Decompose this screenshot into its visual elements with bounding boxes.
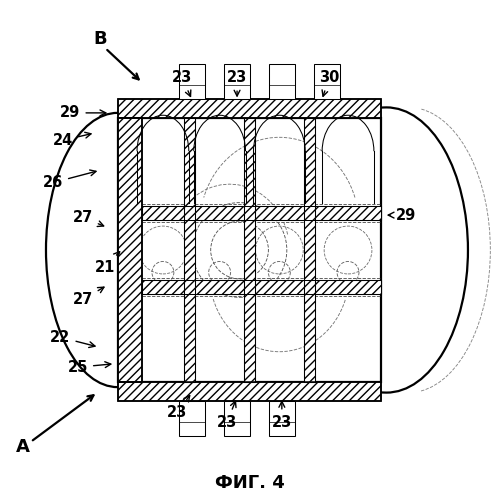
Bar xyxy=(118,382,381,401)
Bar xyxy=(118,99,381,118)
Bar xyxy=(304,118,315,382)
Bar xyxy=(304,118,315,382)
Bar xyxy=(304,118,315,206)
Bar xyxy=(142,280,381,294)
Ellipse shape xyxy=(305,108,468,393)
Bar xyxy=(314,64,339,99)
Bar xyxy=(142,206,381,220)
Bar xyxy=(118,118,381,382)
Bar xyxy=(118,99,381,118)
Bar xyxy=(179,64,205,99)
Bar xyxy=(118,118,142,382)
Text: 29: 29 xyxy=(60,106,106,120)
Bar xyxy=(118,382,381,401)
Bar xyxy=(224,401,250,436)
Bar xyxy=(184,118,195,382)
Bar xyxy=(244,118,255,206)
Text: 25: 25 xyxy=(68,360,111,374)
Bar xyxy=(244,118,255,382)
Text: ФИГ. 4: ФИГ. 4 xyxy=(215,474,284,492)
Text: 24: 24 xyxy=(53,132,91,148)
Ellipse shape xyxy=(46,113,189,387)
Text: 23: 23 xyxy=(272,402,292,429)
Text: 23: 23 xyxy=(227,70,247,96)
Text: B: B xyxy=(93,30,107,48)
Bar xyxy=(118,118,142,382)
Bar xyxy=(269,64,295,99)
Bar xyxy=(184,118,195,206)
Text: 21: 21 xyxy=(95,252,120,275)
Bar xyxy=(179,401,205,436)
Text: 27: 27 xyxy=(73,210,104,226)
Text: 27: 27 xyxy=(73,287,104,308)
Text: 23: 23 xyxy=(217,401,237,430)
Bar xyxy=(142,280,381,294)
Bar xyxy=(244,118,255,382)
Bar xyxy=(184,118,195,382)
Text: 23: 23 xyxy=(167,396,190,419)
Bar xyxy=(142,206,381,220)
Bar xyxy=(224,64,250,99)
Text: 26: 26 xyxy=(43,170,96,190)
Text: 29: 29 xyxy=(388,208,416,222)
Text: A: A xyxy=(16,438,30,456)
Text: 30: 30 xyxy=(319,70,339,97)
Bar xyxy=(269,401,295,436)
Text: 23: 23 xyxy=(172,70,193,97)
Text: 22: 22 xyxy=(50,330,95,347)
